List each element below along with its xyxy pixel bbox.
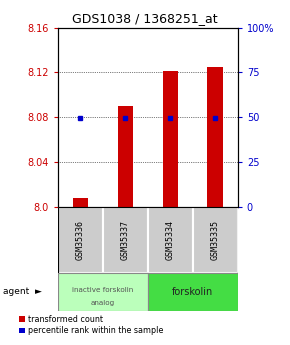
Bar [117,106,133,207]
Bar [148,207,193,273]
Bar [103,207,148,273]
Text: GSM35336: GSM35336 [76,220,85,260]
Bar [162,71,178,207]
Bar [207,67,223,207]
Text: GSM35334: GSM35334 [166,220,175,260]
Bar [72,198,88,207]
Bar [58,273,148,310]
Legend: transformed count, percentile rank within the sample: transformed count, percentile rank withi… [19,315,164,335]
Bar [58,207,103,273]
Text: GDS1038 / 1368251_at: GDS1038 / 1368251_at [72,12,218,26]
Text: GSM35337: GSM35337 [121,220,130,260]
Bar [148,273,238,310]
Bar [193,207,238,273]
Text: inactive forskolin: inactive forskolin [72,287,134,293]
Text: agent  ►: agent ► [3,287,42,296]
Text: forskolin: forskolin [172,287,213,296]
Text: analog: analog [91,300,115,306]
Text: GSM35335: GSM35335 [211,220,220,260]
